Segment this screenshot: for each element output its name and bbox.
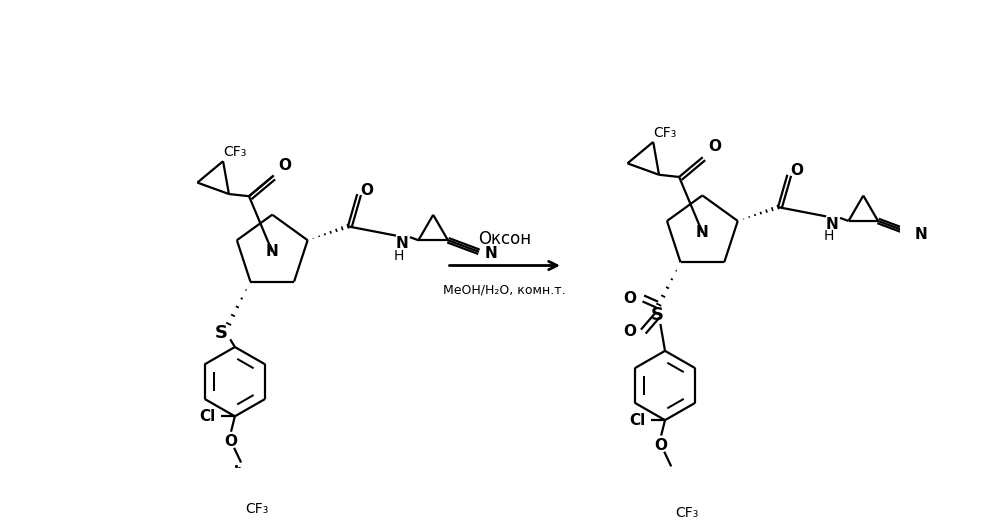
Text: O: O (623, 324, 636, 339)
Text: Cl: Cl (629, 413, 645, 428)
Text: N: N (396, 236, 409, 251)
Text: N: N (826, 216, 839, 232)
Text: S: S (651, 307, 664, 324)
Text: CF₃: CF₃ (675, 506, 698, 520)
Text: Оксон: Оксон (478, 229, 531, 248)
Text: O: O (623, 291, 636, 306)
Text: CF₃: CF₃ (245, 502, 268, 516)
Text: N: N (914, 227, 927, 242)
Text: N: N (484, 246, 497, 261)
Text: O: O (360, 183, 373, 198)
Text: CF₃: CF₃ (223, 145, 246, 159)
Text: O: O (655, 438, 668, 453)
Text: S: S (214, 324, 227, 342)
Text: CF₃: CF₃ (653, 125, 677, 140)
Text: O: O (708, 139, 721, 154)
Text: Cl: Cl (199, 409, 215, 424)
Text: H: H (824, 229, 834, 244)
Text: O: O (790, 163, 803, 179)
Text: N: N (696, 225, 709, 240)
Text: MeOH/H₂O, комн.т.: MeOH/H₂O, комн.т. (443, 284, 566, 297)
Text: N: N (266, 244, 279, 259)
Text: O: O (225, 434, 238, 449)
Text: H: H (394, 249, 404, 262)
Text: O: O (278, 158, 291, 173)
